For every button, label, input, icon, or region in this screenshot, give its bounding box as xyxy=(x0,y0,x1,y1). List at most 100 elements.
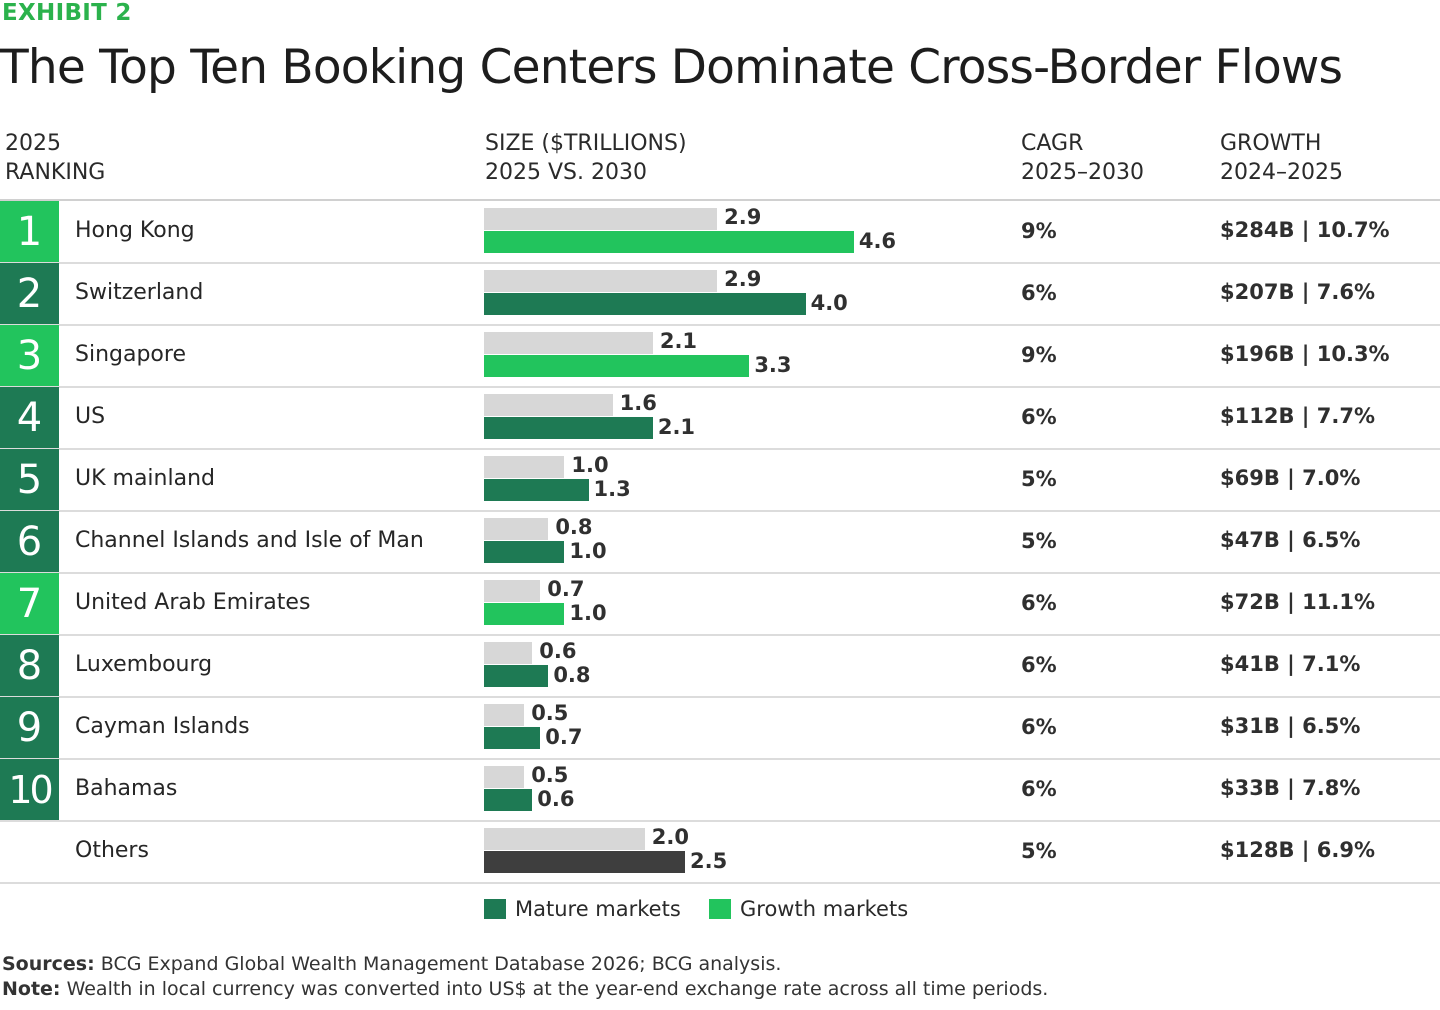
bar-2030 xyxy=(484,851,685,873)
bar-2025 xyxy=(484,828,645,850)
bar-label-2025: 2.9 xyxy=(724,267,762,291)
cagr-value: 9% xyxy=(1021,343,1057,367)
bar-2025 xyxy=(484,270,718,292)
row-divider xyxy=(0,882,1440,884)
table-row: 9 Cayman Islands 0.5 0.7 6% $31B | 6.5% xyxy=(0,697,1440,759)
bar-2030 xyxy=(484,293,806,315)
bar-label-2030: 4.6 xyxy=(858,229,897,253)
bar-2025 xyxy=(484,766,525,788)
bar-label-2025: 1.6 xyxy=(619,391,657,415)
table-row: 6 Channel Islands and Isle of Man 0.8 1.0 5%… xyxy=(0,511,1440,573)
sources-text: BCG Expand Global Wealth Management Data… xyxy=(94,953,782,975)
legend-swatch-growth xyxy=(709,899,731,919)
table-row: Others 2.0 2.5 5% $128B | 6.9% xyxy=(0,821,1440,883)
bar-2025 xyxy=(484,704,525,726)
row-divider xyxy=(0,448,1440,450)
bar-label-2025: 0.8 xyxy=(555,515,593,539)
header-divider xyxy=(0,199,1440,201)
rank-badge: 1 xyxy=(0,201,59,263)
cagr-value: 5% xyxy=(1021,529,1057,553)
cagr-value: 6% xyxy=(1021,591,1057,615)
bar-label-2025: 0.5 xyxy=(531,701,569,725)
bar-label-2030: 2.5 xyxy=(690,849,728,873)
table-row: 3 Singapore 2.1 3.3 9% $196B | 10.3% xyxy=(0,325,1440,387)
sources-label: Sources: xyxy=(2,953,95,975)
table-row: 10 Bahamas 0.5 0.6 6% $33B | 7.8% xyxy=(0,759,1440,821)
growth-value: $69B | 7.0% xyxy=(1220,466,1361,490)
bar-label-2025: 2.0 xyxy=(651,825,689,849)
rank-badge: 9 xyxy=(0,697,59,759)
growth-value: $112B | 7.7% xyxy=(1220,404,1375,428)
header-size-line1: SIZE ($TRILLIONS) xyxy=(485,131,687,156)
category-label: Switzerland xyxy=(75,280,204,305)
header-cagr-line2: 2025–2030 xyxy=(1021,160,1144,185)
growth-value: $128B | 6.9% xyxy=(1220,838,1375,862)
growth-value: $72B | 11.1% xyxy=(1220,590,1375,614)
bar-2030 xyxy=(484,665,549,687)
table-row: 5 UK mainland 1.0 1.3 5% $69B | 7.0% xyxy=(0,449,1440,511)
row-divider xyxy=(0,572,1440,574)
bar-2025 xyxy=(484,332,653,354)
growth-value: $196B | 10.3% xyxy=(1220,342,1390,366)
bar-label-2030: 4.0 xyxy=(810,291,848,315)
bar-2025 xyxy=(484,580,541,602)
rank-badge: 3 xyxy=(0,325,59,387)
legend-item-growth: Growth markets xyxy=(709,897,908,923)
category-label: Hong Kong xyxy=(75,218,195,243)
rank-badge: 6 xyxy=(0,511,59,573)
category-label: Bahamas xyxy=(75,776,178,801)
rank-badge: 7 xyxy=(0,573,59,635)
footnote-note: Note: Wealth in local currency was conve… xyxy=(2,978,1048,1000)
header-ranking-line1: 2025 xyxy=(5,131,61,156)
table-row: 1 Hong Kong 2.9 4.6 9% $284B | 10.7% xyxy=(0,201,1440,263)
bar-label-2025: 0.7 xyxy=(547,577,585,601)
bar-2030 xyxy=(484,541,565,563)
category-label: United Arab Emirates xyxy=(75,590,311,615)
legend-swatch-mature xyxy=(484,899,506,919)
note-label: Note: xyxy=(2,978,61,1000)
category-label: Singapore xyxy=(75,342,186,367)
bar-label-2025: 0.6 xyxy=(539,639,577,663)
bar-label-2030: 1.3 xyxy=(593,477,631,501)
row-divider xyxy=(0,758,1440,760)
bar-2025 xyxy=(484,456,565,478)
bar-label-2030: 0.8 xyxy=(553,663,591,687)
bar-2030 xyxy=(484,479,589,501)
header-cagr: CAGR 2025–2030 xyxy=(1021,129,1144,187)
legend-item-mature: Mature markets xyxy=(484,897,681,923)
header-size: SIZE ($TRILLIONS) 2025 VS. 2030 xyxy=(485,129,687,187)
exhibit-label: EXHIBIT 2 xyxy=(2,0,132,26)
footnote-sources: Sources: BCG Expand Global Wealth Manage… xyxy=(2,953,781,975)
cagr-value: 5% xyxy=(1021,467,1057,491)
category-label: Channel Islands and Isle of Man xyxy=(75,528,424,553)
legend-label-growth: Growth markets xyxy=(740,897,909,921)
bar-2030 xyxy=(484,603,565,625)
bar-label-2030: 2.1 xyxy=(657,415,696,439)
rank-badge: 5 xyxy=(0,449,59,511)
cagr-value: 6% xyxy=(1021,405,1057,429)
bar-label-2025: 0.5 xyxy=(531,763,569,787)
growth-value: $33B | 7.8% xyxy=(1220,776,1361,800)
bar-label-2030: 1.0 xyxy=(569,601,607,625)
category-label: Others xyxy=(75,838,149,863)
row-divider xyxy=(0,386,1440,388)
bar-2025 xyxy=(484,394,613,416)
header-growth-line2: 2024–2025 xyxy=(1220,160,1343,185)
bar-label-2025: 2.9 xyxy=(724,205,762,229)
category-label: US xyxy=(75,404,106,429)
row-divider xyxy=(0,510,1440,512)
cagr-value: 6% xyxy=(1021,715,1057,739)
category-label: UK mainland xyxy=(75,466,215,491)
growth-value: $284B | 10.7% xyxy=(1220,218,1390,242)
bar-label-2030: 0.6 xyxy=(537,787,575,811)
growth-value: $207B | 7.6% xyxy=(1220,280,1375,304)
row-divider xyxy=(0,820,1440,822)
row-divider xyxy=(0,324,1440,326)
note-text: Wealth in local currency was converted i… xyxy=(60,978,1049,1000)
growth-value: $41B | 7.1% xyxy=(1220,652,1361,676)
legend-label-mature: Mature markets xyxy=(515,897,681,921)
bar-2030 xyxy=(484,231,854,253)
cagr-value: 9% xyxy=(1021,219,1057,243)
cagr-value: 6% xyxy=(1021,653,1057,677)
row-divider xyxy=(0,696,1440,698)
